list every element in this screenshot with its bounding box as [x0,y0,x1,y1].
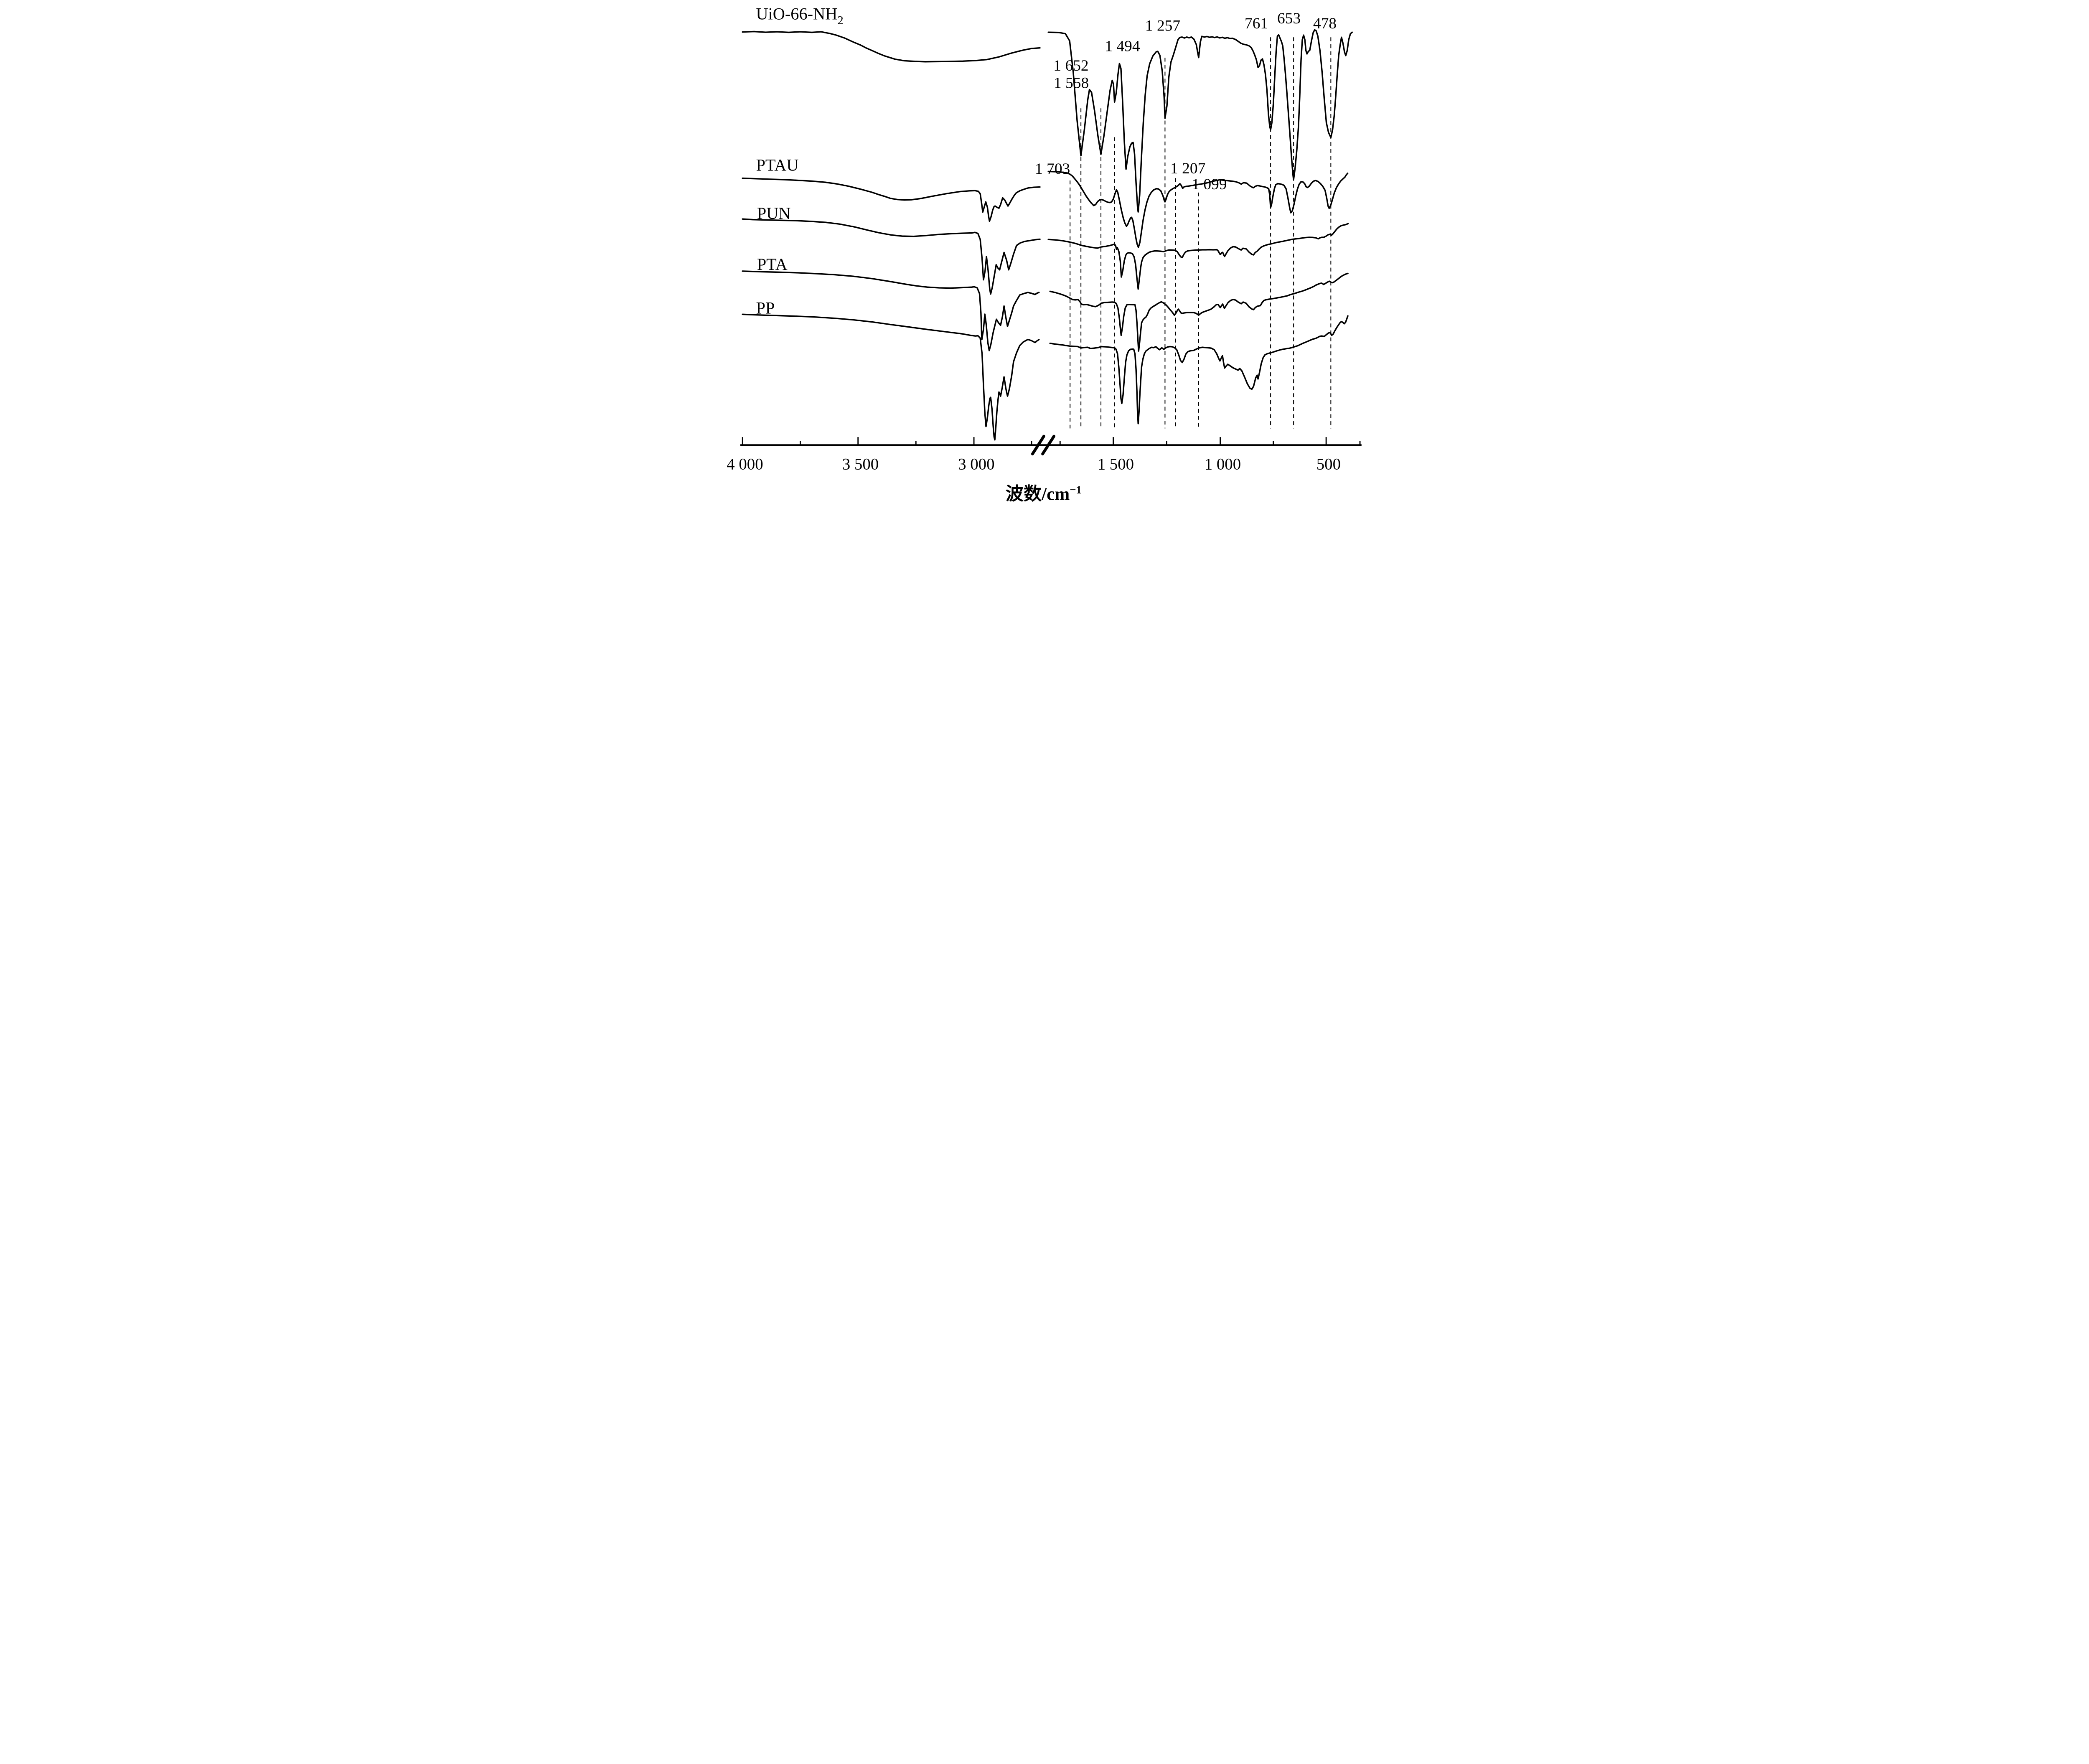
ftir-figure-wrapper: 1 703 1 652 1 558 1 494 1 257 1 207 1 099 761 65… [710,0,1379,508]
series-label-PP: PP [756,299,775,318]
axis-break-slash-2 [1041,435,1056,455]
series-label-PUN: PUN [757,204,791,223]
spectrum-UiO-66-NH2-left [742,31,1041,63]
spectrum-PTAU-right [1047,170,1349,248]
peak-label-1099: 1 099 [1192,176,1227,193]
peak-label-478: 478 [1313,15,1337,32]
x-axis-tick-label-500: 500 [1316,455,1341,473]
series-label-UiO-66-NH2: UiO-66-NH2 [756,5,843,28]
peak-label-1207: 1 207 [1170,160,1205,177]
peak-label-761: 761 [1245,15,1268,32]
series-label-PTAU: PTAU [756,155,798,174]
spectrum-PTAU-left [742,177,1041,222]
peak-label-1703: 1 703 [1035,160,1070,178]
peak-label-1558: 1 558 [1054,75,1089,92]
peak-label-653: 653 [1277,10,1301,27]
x-axis-layer [740,435,1362,455]
x-axis-tick-label-4000: 4 000 [727,455,763,473]
peak-dashed-lines-layer [1070,37,1332,429]
peak-label-1494: 1 494 [1105,38,1140,55]
x-axis-tick-label-1000: 1 000 [1205,455,1241,473]
spectrum-PUN-right [1047,223,1349,290]
spectrum-PTA-left [742,270,1040,351]
x-axis-tick-label-3500: 3 500 [842,455,879,473]
spectrum-PTA-right [1049,272,1349,352]
spectrum-PUN-left [742,218,1041,295]
spectra-curves-layer [742,29,1353,441]
series-label-subscript: 2 [837,14,844,27]
x-axis-title: 波数/cm−1 [1006,483,1082,504]
spectrum-PP-left [742,313,1040,441]
x-axis-tick-label-3000: 3 000 [958,455,994,473]
x-axis-title-superscript: −1 [1070,483,1082,496]
axis-break-slash-1 [1031,435,1045,455]
peak-label-1257: 1 257 [1145,17,1180,34]
series-label-PTA: PTA [757,255,788,274]
spectrum-UiO-66-NH2-right [1047,29,1353,213]
peak-label-1652: 1 652 [1053,57,1088,74]
x-axis-tick-label-1500: 1 500 [1098,455,1134,473]
spectrum-PP-right [1049,315,1349,424]
